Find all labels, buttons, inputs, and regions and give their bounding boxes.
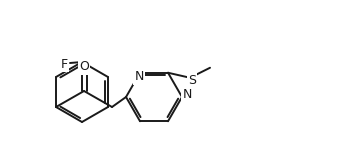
- Text: N: N: [182, 88, 192, 100]
- Text: S: S: [188, 74, 196, 87]
- Text: O: O: [79, 60, 89, 74]
- Text: F: F: [61, 57, 68, 71]
- Text: N: N: [134, 70, 144, 83]
